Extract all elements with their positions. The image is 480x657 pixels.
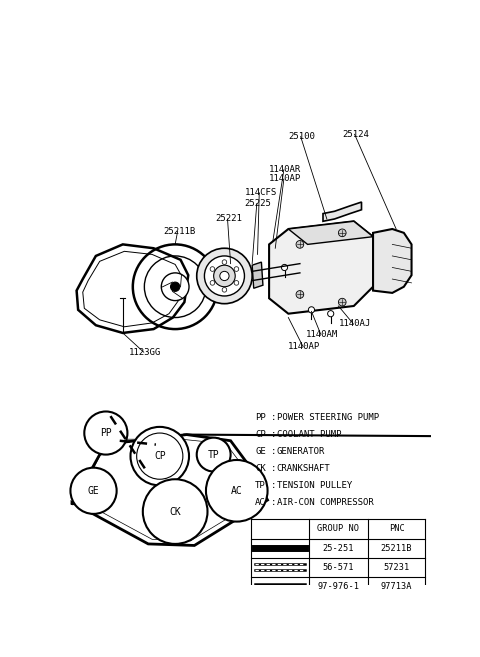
Text: 1140AJ: 1140AJ bbox=[338, 319, 371, 328]
Text: AC: AC bbox=[255, 498, 266, 507]
Circle shape bbox=[281, 264, 288, 271]
Circle shape bbox=[296, 290, 304, 298]
Text: 56-571: 56-571 bbox=[323, 563, 354, 572]
Text: 1140AM: 1140AM bbox=[306, 330, 338, 339]
Text: PNC: PNC bbox=[389, 524, 405, 533]
Text: 97713A: 97713A bbox=[381, 582, 412, 591]
Circle shape bbox=[222, 260, 227, 264]
Text: GE: GE bbox=[88, 486, 99, 496]
Circle shape bbox=[222, 288, 227, 292]
Text: 25124: 25124 bbox=[342, 130, 369, 139]
Polygon shape bbox=[269, 221, 373, 313]
Text: TP: TP bbox=[208, 449, 219, 460]
Circle shape bbox=[234, 267, 239, 271]
Text: CK: CK bbox=[169, 507, 181, 516]
Circle shape bbox=[131, 427, 189, 486]
Polygon shape bbox=[288, 221, 373, 244]
Text: COOLANT PUMP: COOLANT PUMP bbox=[277, 430, 341, 439]
Circle shape bbox=[204, 256, 244, 296]
Text: :: : bbox=[271, 430, 276, 439]
Circle shape bbox=[308, 307, 314, 313]
Circle shape bbox=[214, 265, 235, 286]
Circle shape bbox=[338, 229, 346, 237]
Circle shape bbox=[143, 479, 207, 544]
Circle shape bbox=[296, 240, 304, 248]
Text: POWER STEERING PUMP: POWER STEERING PUMP bbox=[277, 413, 379, 422]
Circle shape bbox=[210, 281, 215, 285]
Text: 97-976-1: 97-976-1 bbox=[317, 582, 360, 591]
Circle shape bbox=[197, 248, 252, 304]
Circle shape bbox=[197, 438, 230, 472]
Polygon shape bbox=[373, 229, 411, 293]
Polygon shape bbox=[252, 262, 263, 288]
Circle shape bbox=[210, 267, 215, 271]
Text: 57231: 57231 bbox=[384, 563, 409, 572]
Text: 25-251: 25-251 bbox=[323, 543, 354, 553]
Text: 1123GG: 1123GG bbox=[129, 348, 161, 357]
Circle shape bbox=[338, 298, 346, 306]
Text: AC: AC bbox=[231, 486, 242, 496]
Text: GE: GE bbox=[255, 447, 266, 456]
Text: :: : bbox=[271, 464, 276, 473]
Text: TENSION PULLEY: TENSION PULLEY bbox=[277, 481, 352, 490]
Text: TP: TP bbox=[255, 481, 266, 490]
Text: 1140AP: 1140AP bbox=[288, 342, 321, 351]
Text: CRANKSHAFT: CRANKSHAFT bbox=[277, 464, 331, 473]
Text: 25211B: 25211B bbox=[163, 227, 195, 236]
Text: :: : bbox=[271, 447, 276, 456]
Circle shape bbox=[84, 411, 127, 455]
Polygon shape bbox=[323, 202, 361, 221]
Text: GENERATOR: GENERATOR bbox=[277, 447, 325, 456]
Text: :: : bbox=[271, 498, 276, 507]
Text: CP: CP bbox=[255, 430, 266, 439]
Text: 1140AP: 1140AP bbox=[269, 175, 301, 183]
Text: CK: CK bbox=[255, 464, 266, 473]
Text: PP: PP bbox=[100, 428, 112, 438]
Text: 1140AR: 1140AR bbox=[269, 165, 301, 174]
Circle shape bbox=[220, 271, 229, 281]
Text: 114CFS: 114CFS bbox=[244, 189, 276, 197]
Text: AIR-CON COMPRESSOR: AIR-CON COMPRESSOR bbox=[277, 498, 373, 507]
Text: 25100: 25100 bbox=[288, 132, 315, 141]
Text: :: : bbox=[271, 413, 276, 422]
Circle shape bbox=[206, 460, 267, 522]
Text: 25211B: 25211B bbox=[381, 543, 412, 553]
Circle shape bbox=[328, 311, 334, 317]
Text: 25221: 25221 bbox=[215, 214, 242, 223]
Text: :: : bbox=[271, 481, 276, 490]
Circle shape bbox=[161, 273, 189, 301]
Circle shape bbox=[71, 468, 117, 514]
Circle shape bbox=[170, 282, 180, 291]
Text: CP: CP bbox=[154, 451, 166, 461]
Circle shape bbox=[234, 281, 239, 285]
Text: 25225: 25225 bbox=[244, 199, 271, 208]
Text: GROUP NO: GROUP NO bbox=[317, 524, 360, 533]
Text: PP: PP bbox=[255, 413, 266, 422]
